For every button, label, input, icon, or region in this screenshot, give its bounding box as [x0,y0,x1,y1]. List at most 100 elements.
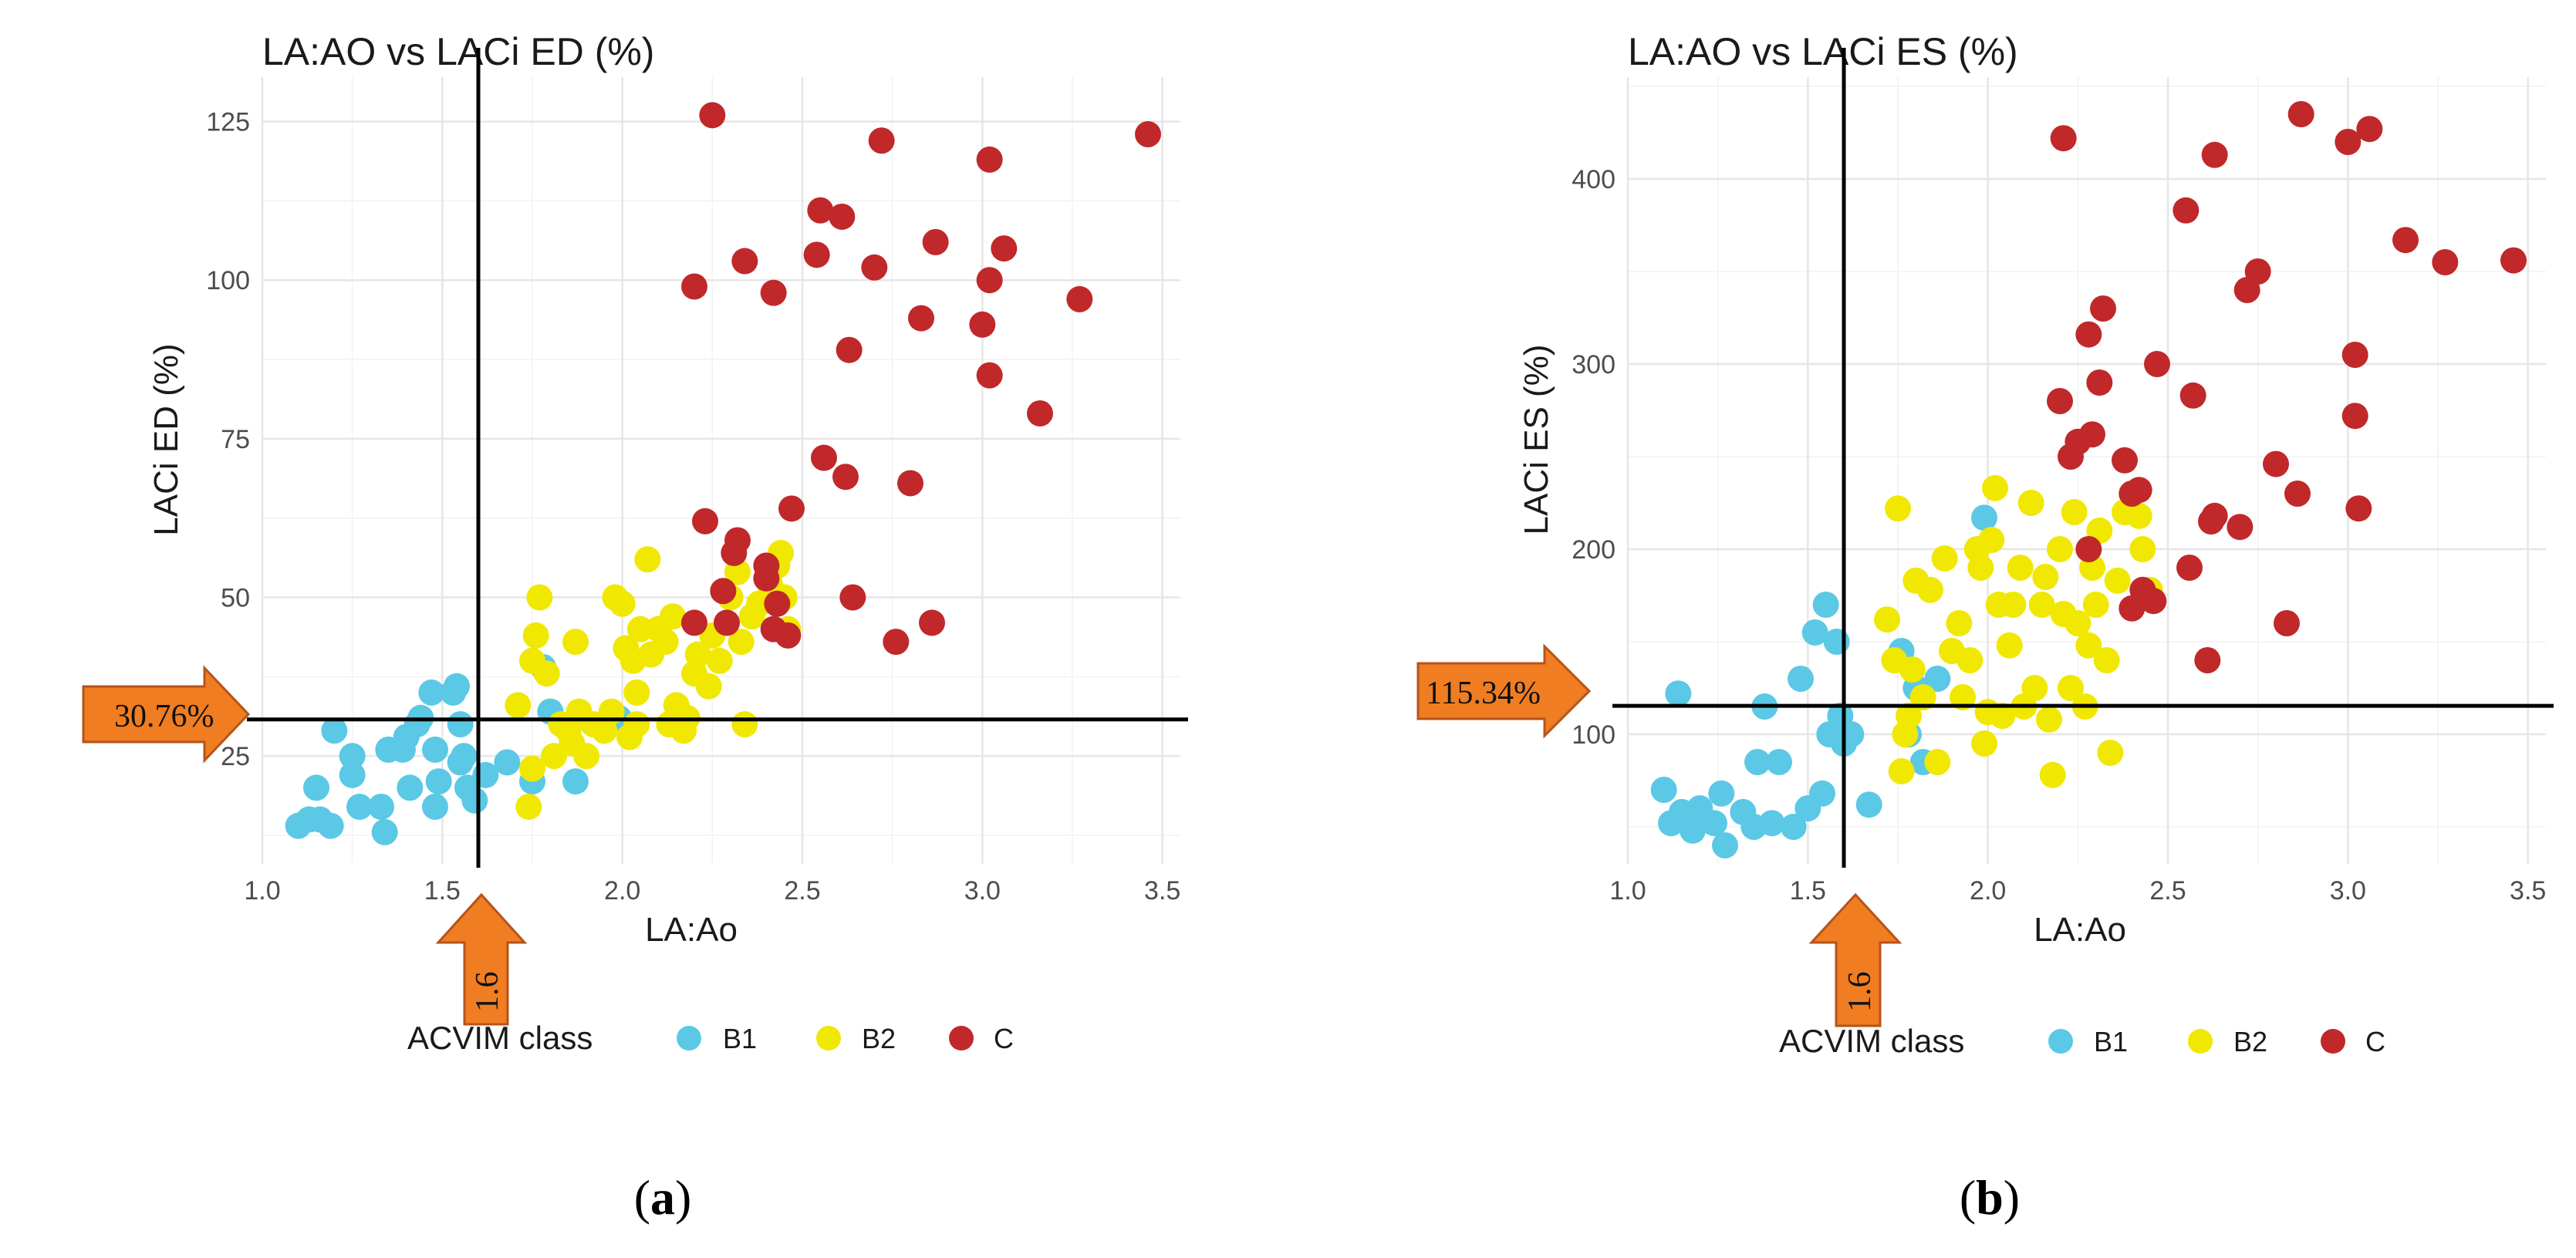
point-c [2356,116,2383,143]
legend-swatch-b1-a [677,1026,701,1051]
point-c [976,146,1003,173]
panel-label-open-a: ( [634,1170,650,1225]
point-c [807,197,834,224]
point-b1 [321,717,348,744]
point-b1 [1801,619,1828,646]
point-b2 [505,692,532,719]
y-tick-label: 50 [221,584,250,613]
y-threshold-arrow-a: 30.76% [82,665,251,764]
point-b2 [728,629,755,656]
point-c [2125,477,2152,504]
point-b2 [1888,758,1915,784]
legend-swatch-b2-b [2188,1029,2213,1054]
panel-label-close-a: ) [675,1170,691,1225]
x-threshold-label-b: 1.6 [1842,972,1878,1013]
y-tick-label: 200 [1572,535,1615,565]
point-b1 [1788,666,1814,692]
x-tick-labels-b: 1.0 1.5 2.0 2.5 3.0 3.5 [1609,876,2546,906]
point-b2 [1996,632,2023,659]
point-b1 [1708,780,1735,807]
y-tick-label: 25 [221,742,250,771]
point-c [699,102,726,129]
point-c [724,527,751,554]
y-tick-label: 300 [1572,350,1615,379]
point-c [2079,421,2105,448]
point-c [2179,382,2206,409]
point-b2 [660,603,686,630]
point-c [803,241,830,268]
y-tick-label: 100 [206,266,250,295]
point-c [760,279,787,306]
legend-a: ACVIM class B1 B2 C [407,1020,1014,1056]
point-b2 [1924,749,1951,775]
point-b1 [303,774,329,801]
point-b1 [1823,629,1850,655]
legend-swatch-c-a [949,1026,974,1051]
point-c [976,362,1003,389]
point-c [692,508,718,535]
point-b2 [695,673,722,700]
panel-label-letter-a: a [650,1170,675,1225]
y-tick-labels-a: 25 50 75 100 125 [206,108,250,772]
point-c [2194,647,2221,673]
point-b2 [526,584,553,611]
point-b1 [461,787,488,814]
point-b2 [1989,703,2016,729]
x-tick-label: 3.0 [964,876,1001,906]
grid-b [1626,77,2546,864]
point-c [2335,129,2362,155]
y-axis-title-a: LACi ED (%) [147,343,185,535]
point-b1 [368,793,394,820]
chart-title-b: LA:AO vs LACi ES (%) [1628,30,2018,73]
legend-swatch-b1-b [2048,1029,2073,1054]
y-threshold-label-a: 30.76% [114,699,214,734]
point-c [2263,450,2289,477]
point-c [919,609,945,636]
point-c [778,495,805,522]
x-threshold-arrow-shape-b [1808,892,1902,1027]
point-b2 [623,679,650,706]
point-b1 [444,673,470,700]
point-b2 [2129,536,2156,562]
point-c [861,254,888,281]
legend-label-b2-b: B2 [2233,1026,2267,1057]
point-b2 [2082,592,2109,618]
chart-panel-b: LA:AO vs LACi ES (%) 1.0 1.5 2.0 2.5 3.0 3.5 … [1416,30,2554,1225]
point-b1 [451,743,478,770]
point-b1 [1680,817,1706,844]
point-b2 [706,647,733,674]
point-b1 [422,736,448,763]
legend-label-c-a: C [994,1023,1014,1054]
point-c [2500,247,2527,274]
point-c [2201,141,2228,168]
legend-b: ACVIM class B1 B2 C [1779,1023,2385,1059]
y-threshold-arrow-shape-b [1416,643,1592,739]
panel-label-b: (b) [1960,1170,2020,1225]
legend-swatch-b2-a [816,1026,841,1051]
legend-title-a: ACVIM class [407,1020,593,1056]
legend-label-b2-a: B2 [862,1023,896,1054]
point-c [2176,555,2203,581]
point-b2 [684,641,711,668]
point-b1 [1838,721,1865,747]
point-c [2075,536,2102,562]
point-b2 [2093,647,2120,673]
point-c [2140,588,2167,615]
point-c [832,464,859,491]
scatter-points-b [1650,101,2527,858]
point-c [2112,447,2138,474]
point-b1 [1924,666,1951,692]
point-c [2090,295,2116,322]
legend-label-b1-a: B1 [723,1023,757,1054]
point-c [1135,121,1161,148]
point-b2 [2036,706,2062,733]
point-c [2341,403,2368,430]
point-c [991,235,1018,262]
point-c [2086,369,2113,396]
x-tick-label: 1.5 [424,876,461,906]
x-tick-label: 1.0 [1609,876,1646,906]
point-b2 [2007,555,2034,581]
point-b2 [2000,592,2027,618]
point-b2 [2125,502,2152,529]
y-tick-label: 400 [1572,165,1615,194]
